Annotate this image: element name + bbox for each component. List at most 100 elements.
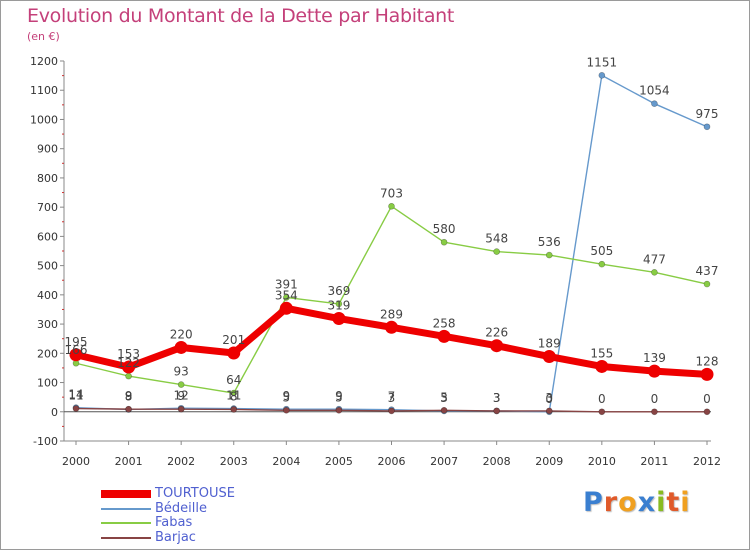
data-label: 195 (65, 335, 88, 349)
data-label: 220 (170, 327, 193, 341)
proxiti-logo: Proxiti (583, 487, 691, 518)
logo-letter: x (637, 487, 657, 518)
legend-label: TOURTOUSE (155, 486, 235, 501)
data-label: 3 (440, 391, 448, 405)
data-label: 9 (335, 389, 343, 403)
x-tick-label: 2004 (272, 455, 300, 468)
chart-subtitle: (en €) (27, 30, 60, 43)
logo-letter: i (680, 487, 691, 518)
data-point (283, 407, 290, 414)
logo-letter: o (618, 487, 638, 518)
legend-swatch (101, 536, 151, 539)
data-label: 155 (590, 346, 613, 360)
data-label: 3 (545, 391, 553, 405)
data-point (335, 407, 343, 414)
data-label: 536 (538, 235, 561, 249)
data-label: 9 (283, 389, 291, 403)
data-point (703, 123, 711, 131)
data-label: 5 (335, 390, 343, 404)
data-label: 1054 (639, 84, 670, 98)
logo-letter: i (656, 487, 667, 518)
x-tick-label: 2003 (220, 455, 248, 468)
data-label: 139 (643, 351, 666, 365)
logo-letter: P (583, 487, 604, 518)
data-label: 580 (433, 222, 456, 236)
data-label: 258 (433, 316, 456, 330)
data-label: 11 (226, 389, 241, 403)
data-label: 12 (174, 388, 189, 402)
data-point (388, 407, 395, 415)
data-label: 3 (388, 391, 396, 405)
data-point (651, 408, 658, 416)
y-tick-label: 1200 (30, 55, 58, 68)
data-point (651, 100, 658, 107)
data-point (703, 280, 711, 288)
data-point (385, 320, 398, 334)
data-label: 548 (485, 232, 508, 246)
data-point (335, 300, 343, 308)
data-label: 3 (493, 391, 501, 405)
data-label: 391 (275, 277, 298, 291)
data-label: 505 (590, 244, 613, 258)
data-point (440, 407, 448, 414)
data-point (595, 359, 609, 373)
y-tick-label: 200 (37, 347, 58, 360)
data-point (122, 360, 136, 374)
legend-label: Fabas (155, 515, 193, 530)
x-tick-label: 2002 (167, 455, 195, 468)
logo-letter: r (603, 487, 619, 518)
data-label: 93 (174, 365, 189, 379)
data-label: 166 (65, 343, 88, 357)
data-label: 5 (283, 390, 291, 404)
data-point (72, 405, 80, 412)
data-point (490, 339, 504, 353)
data-point (700, 367, 714, 381)
y-tick-label: 1000 (30, 113, 58, 126)
data-label: 226 (485, 326, 508, 340)
data-point (545, 251, 553, 259)
data-point (125, 405, 132, 413)
data-point (125, 372, 132, 380)
logo-letter: t (666, 487, 681, 518)
x-tick-label: 2010 (588, 455, 616, 468)
data-point (177, 405, 185, 413)
x-tick-label: 2000 (62, 455, 90, 468)
data-point (598, 72, 606, 79)
data-label: 128 (696, 354, 719, 368)
data-point (332, 312, 346, 326)
x-tick-label: 2005 (325, 455, 353, 468)
y-tick-label: 1100 (30, 84, 58, 97)
y-tick-label: 700 (37, 201, 58, 214)
data-point (437, 329, 451, 343)
data-label: 5 (440, 390, 448, 404)
data-point (647, 364, 661, 378)
data-label: 477 (643, 252, 666, 266)
data-label: 9 (177, 389, 185, 403)
data-label: 437 (696, 264, 719, 278)
data-label: 0 (651, 392, 659, 406)
data-point (651, 269, 658, 276)
data-label: 201 (222, 333, 245, 347)
data-point (598, 408, 606, 416)
y-tick-label: 300 (37, 318, 58, 331)
y-tick-label: -100 (33, 435, 58, 448)
y-tick-label: 600 (37, 230, 58, 243)
data-point (598, 260, 606, 268)
data-point (283, 294, 290, 301)
y-tick-label: 400 (37, 289, 58, 302)
data-label: 11 (68, 389, 83, 403)
data-point (703, 408, 711, 416)
data-label: 1151 (587, 55, 618, 69)
x-tick-label: 2007 (430, 455, 458, 468)
chart-title: Evolution du Montant de la Dette par Hab… (27, 5, 455, 27)
data-point (69, 348, 83, 362)
y-tick-label: 800 (37, 172, 58, 185)
data-point (230, 389, 238, 397)
legend-label: Bédeille (155, 500, 207, 516)
x-tick-label: 2011 (640, 455, 668, 468)
data-point (227, 346, 241, 360)
data-label: 64 (226, 373, 241, 387)
data-label: 189 (538, 337, 561, 351)
